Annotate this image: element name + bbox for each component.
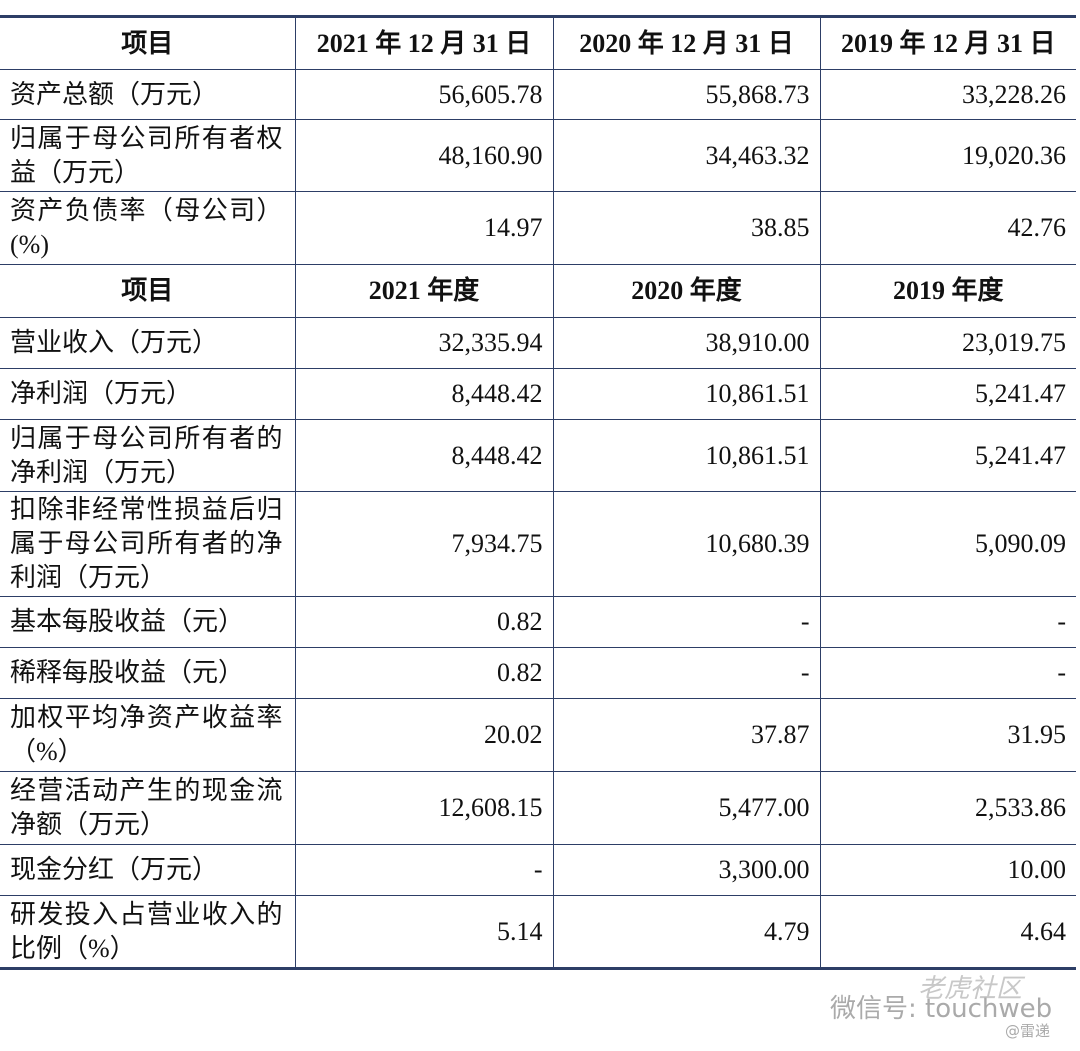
header-cell: 2020 年 12 月 31 日	[552, 15, 820, 70]
value-cell: -	[819, 647, 1076, 699]
value-cell: 5,090.09	[819, 491, 1076, 597]
data-row: 经营活动产生的现金流净额（万元） 12,608.15 5,477.00 2,533.8…	[0, 771, 1076, 845]
row-label: 资产负债率（母公司）(%)	[0, 191, 295, 265]
data-row: 归属于母公司所有者的净利润（万元） 8,448.42 10,861.51 5,241.…	[0, 419, 1076, 492]
value-cell: -	[819, 596, 1076, 648]
value-cell: 48,160.90	[294, 119, 553, 192]
value-cell: 0.82	[294, 596, 553, 648]
row-label: 净利润（万元）	[0, 368, 295, 420]
row-label: 稀释每股收益（元）	[0, 647, 295, 699]
row-label: 加权平均净资产收益率（%）	[0, 698, 295, 772]
value-cell: 32,335.94	[294, 317, 553, 369]
table-body: 项目 2021 年 12 月 31 日 2020 年 12 月 31 日 2019 年…	[0, 15, 1076, 969]
value-cell: 20.02	[294, 698, 553, 772]
data-row: 营业收入（万元） 32,335.94 38,910.00 23,019.75	[0, 317, 1076, 369]
data-row: 现金分红（万元） -3,300.00 10.00	[0, 844, 1076, 896]
row-label: 基本每股收益（元）	[0, 596, 295, 648]
value-cell: 10,861.51	[552, 419, 820, 492]
row-label: 资产总额（万元）	[0, 69, 295, 120]
value-cell: 38.85	[552, 191, 820, 265]
value-cell: 56,605.78	[294, 69, 553, 120]
value-cell: 38,910.00	[552, 317, 820, 369]
value-cell: 8,448.42	[294, 419, 553, 492]
data-row: 稀释每股收益（元） 0.82- -	[0, 647, 1076, 699]
row-label: 扣除非经常性损益后归属于母公司所有者的净利润（万元）	[0, 491, 295, 597]
watermark-source: @雷递	[1005, 1022, 1051, 1040]
watermark-brand: 老虎社区	[918, 974, 1023, 1004]
header-row: 项目 2021 年 12 月 31 日 2020 年 12 月 31 日 2019 年…	[0, 15, 1076, 70]
value-cell: 42.76	[819, 191, 1076, 265]
data-row: 加权平均净资产收益率（%） 20.02 37.87 31.95	[0, 698, 1076, 772]
value-cell: 55,868.73	[552, 69, 820, 120]
data-row: 资产总额（万元） 56,605.78 55,868.73 33,228.26	[0, 69, 1076, 120]
value-cell: 5,477.00	[552, 771, 820, 845]
value-cell: -	[552, 647, 820, 699]
value-cell: 4.79	[552, 895, 820, 969]
header-cell: 2019 年 12 月 31 日	[819, 15, 1076, 70]
header-cell: 2021 年度	[294, 264, 553, 318]
value-cell: 19,020.36	[819, 119, 1076, 192]
value-cell: 3,300.00	[552, 844, 820, 896]
value-cell: 23,019.75	[819, 317, 1076, 369]
value-cell: -	[552, 596, 820, 648]
value-cell: 5.14	[294, 895, 553, 969]
value-cell: 12,608.15	[294, 771, 553, 845]
data-row: 资产负债率（母公司）(%) 14.97 38.85 42.76	[0, 191, 1076, 265]
header-cell: 项目	[0, 264, 295, 318]
header-cell: 2021 年 12 月 31 日	[294, 15, 553, 70]
row-label: 营业收入（万元）	[0, 317, 295, 369]
row-label: 归属于母公司所有者的净利润（万元）	[0, 419, 295, 492]
header-cell: 项目	[0, 15, 295, 70]
row-label: 经营活动产生的现金流净额（万元）	[0, 771, 295, 845]
value-cell: 7,934.75	[294, 491, 553, 597]
value-cell: 10.00	[819, 844, 1076, 896]
value-cell: 0.82	[294, 647, 553, 699]
data-row: 基本每股收益（元） 0.82- -	[0, 596, 1076, 648]
value-cell: 37.87	[552, 698, 820, 772]
value-cell: 4.64	[819, 895, 1076, 969]
header-row: 项目 2021 年度 2020 年度 2019 年度	[0, 264, 1076, 318]
value-cell: 2,533.86	[819, 771, 1076, 845]
value-cell: 10,861.51	[552, 368, 820, 420]
row-label: 归属于母公司所有者权益（万元）	[0, 119, 295, 192]
watermark-account: 微信号: touchweb	[830, 994, 1053, 1024]
value-cell: 34,463.32	[552, 119, 820, 192]
header-cell: 2020 年度	[552, 264, 820, 318]
data-row: 净利润（万元） 8,448.42 10,861.51 5,241.47	[0, 368, 1076, 420]
value-cell: 33,228.26	[819, 69, 1076, 120]
row-label: 研发投入占营业收入的比例（%）	[0, 895, 295, 969]
value-cell: 14.97	[294, 191, 553, 265]
data-row: 扣除非经常性损益后归属于母公司所有者的净利润（万元） 7,934.75 10,680…	[0, 491, 1076, 597]
header-cell: 2019 年度	[819, 264, 1076, 318]
value-cell: 5,241.47	[819, 419, 1076, 492]
value-cell: 8,448.42	[294, 368, 553, 420]
row-label: 现金分红（万元）	[0, 844, 295, 896]
value-cell: 31.95	[819, 698, 1076, 772]
value-cell: 5,241.47	[819, 368, 1076, 420]
data-row: 归属于母公司所有者权益（万元） 48,160.90 34,463.32 19,020.…	[0, 119, 1076, 192]
financial-table: 项目 2021 年 12 月 31 日 2020 年 12 月 31 日 2019 年…	[0, 15, 1076, 970]
value-cell: -	[294, 844, 553, 896]
value-cell: 10,680.39	[552, 491, 820, 597]
data-row: 研发投入占营业收入的比例（%） 5.14 4.79 4.64	[0, 895, 1076, 969]
